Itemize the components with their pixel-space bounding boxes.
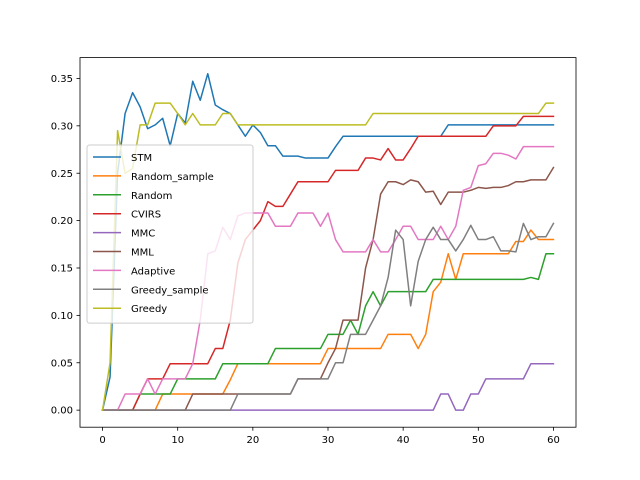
x-tick-label: 60 [547, 435, 560, 446]
series-line-adaptive [101, 145, 555, 411]
legend-label-random-sample: Random_sample [131, 172, 214, 183]
axes: 0 10 20 30 40 50 60 0.00 0.05 0.10 0.15 0.20 0.25 0.3… [51, 74, 560, 446]
series-line-random-sample [101, 229, 555, 411]
x-tick-label: 20 [246, 435, 259, 446]
legend-label-mmc: MMC [131, 229, 155, 240]
x-tick-label: 30 [322, 435, 335, 446]
legend-box [86, 144, 254, 324]
series-line-cvirs [101, 115, 555, 411]
x-tick-label: 40 [397, 435, 410, 446]
legend-label-greedy-sample: Greedy_sample [131, 285, 209, 296]
x-tick-label: 0 [99, 435, 105, 446]
y-tick-label: 0.20 [51, 216, 73, 227]
y-tick-label: 0.10 [51, 311, 73, 322]
y-tick-label: 0.15 [51, 264, 73, 275]
x-tick-label: 50 [472, 435, 485, 446]
x-tick-label: 10 [171, 435, 184, 446]
series-line-greedy [101, 102, 555, 411]
legend: STM Random_sample Random CVIRS MMC MML Adaptiv… [86, 144, 254, 324]
legend-label-greedy: Greedy [131, 304, 167, 315]
y-tick-label: 0.35 [51, 74, 73, 85]
y-tick-label: 0.05 [51, 358, 73, 369]
y-tick-label: 0.25 [51, 169, 73, 180]
y-tick-label: 0.30 [51, 121, 73, 132]
legend-label-adaptive: Adaptive [131, 266, 175, 277]
legend-label-cvirs: CVIRS [131, 210, 161, 221]
series-line-greedy-sample [101, 222, 555, 411]
legend-label-mml: MML [131, 248, 154, 259]
legend-label-stm: STM [131, 153, 152, 164]
y-tick-label: 0.00 [51, 406, 73, 417]
legend-label-random: Random [131, 191, 172, 202]
plot-lines [101, 72, 555, 412]
series-line-mmc [101, 362, 555, 411]
